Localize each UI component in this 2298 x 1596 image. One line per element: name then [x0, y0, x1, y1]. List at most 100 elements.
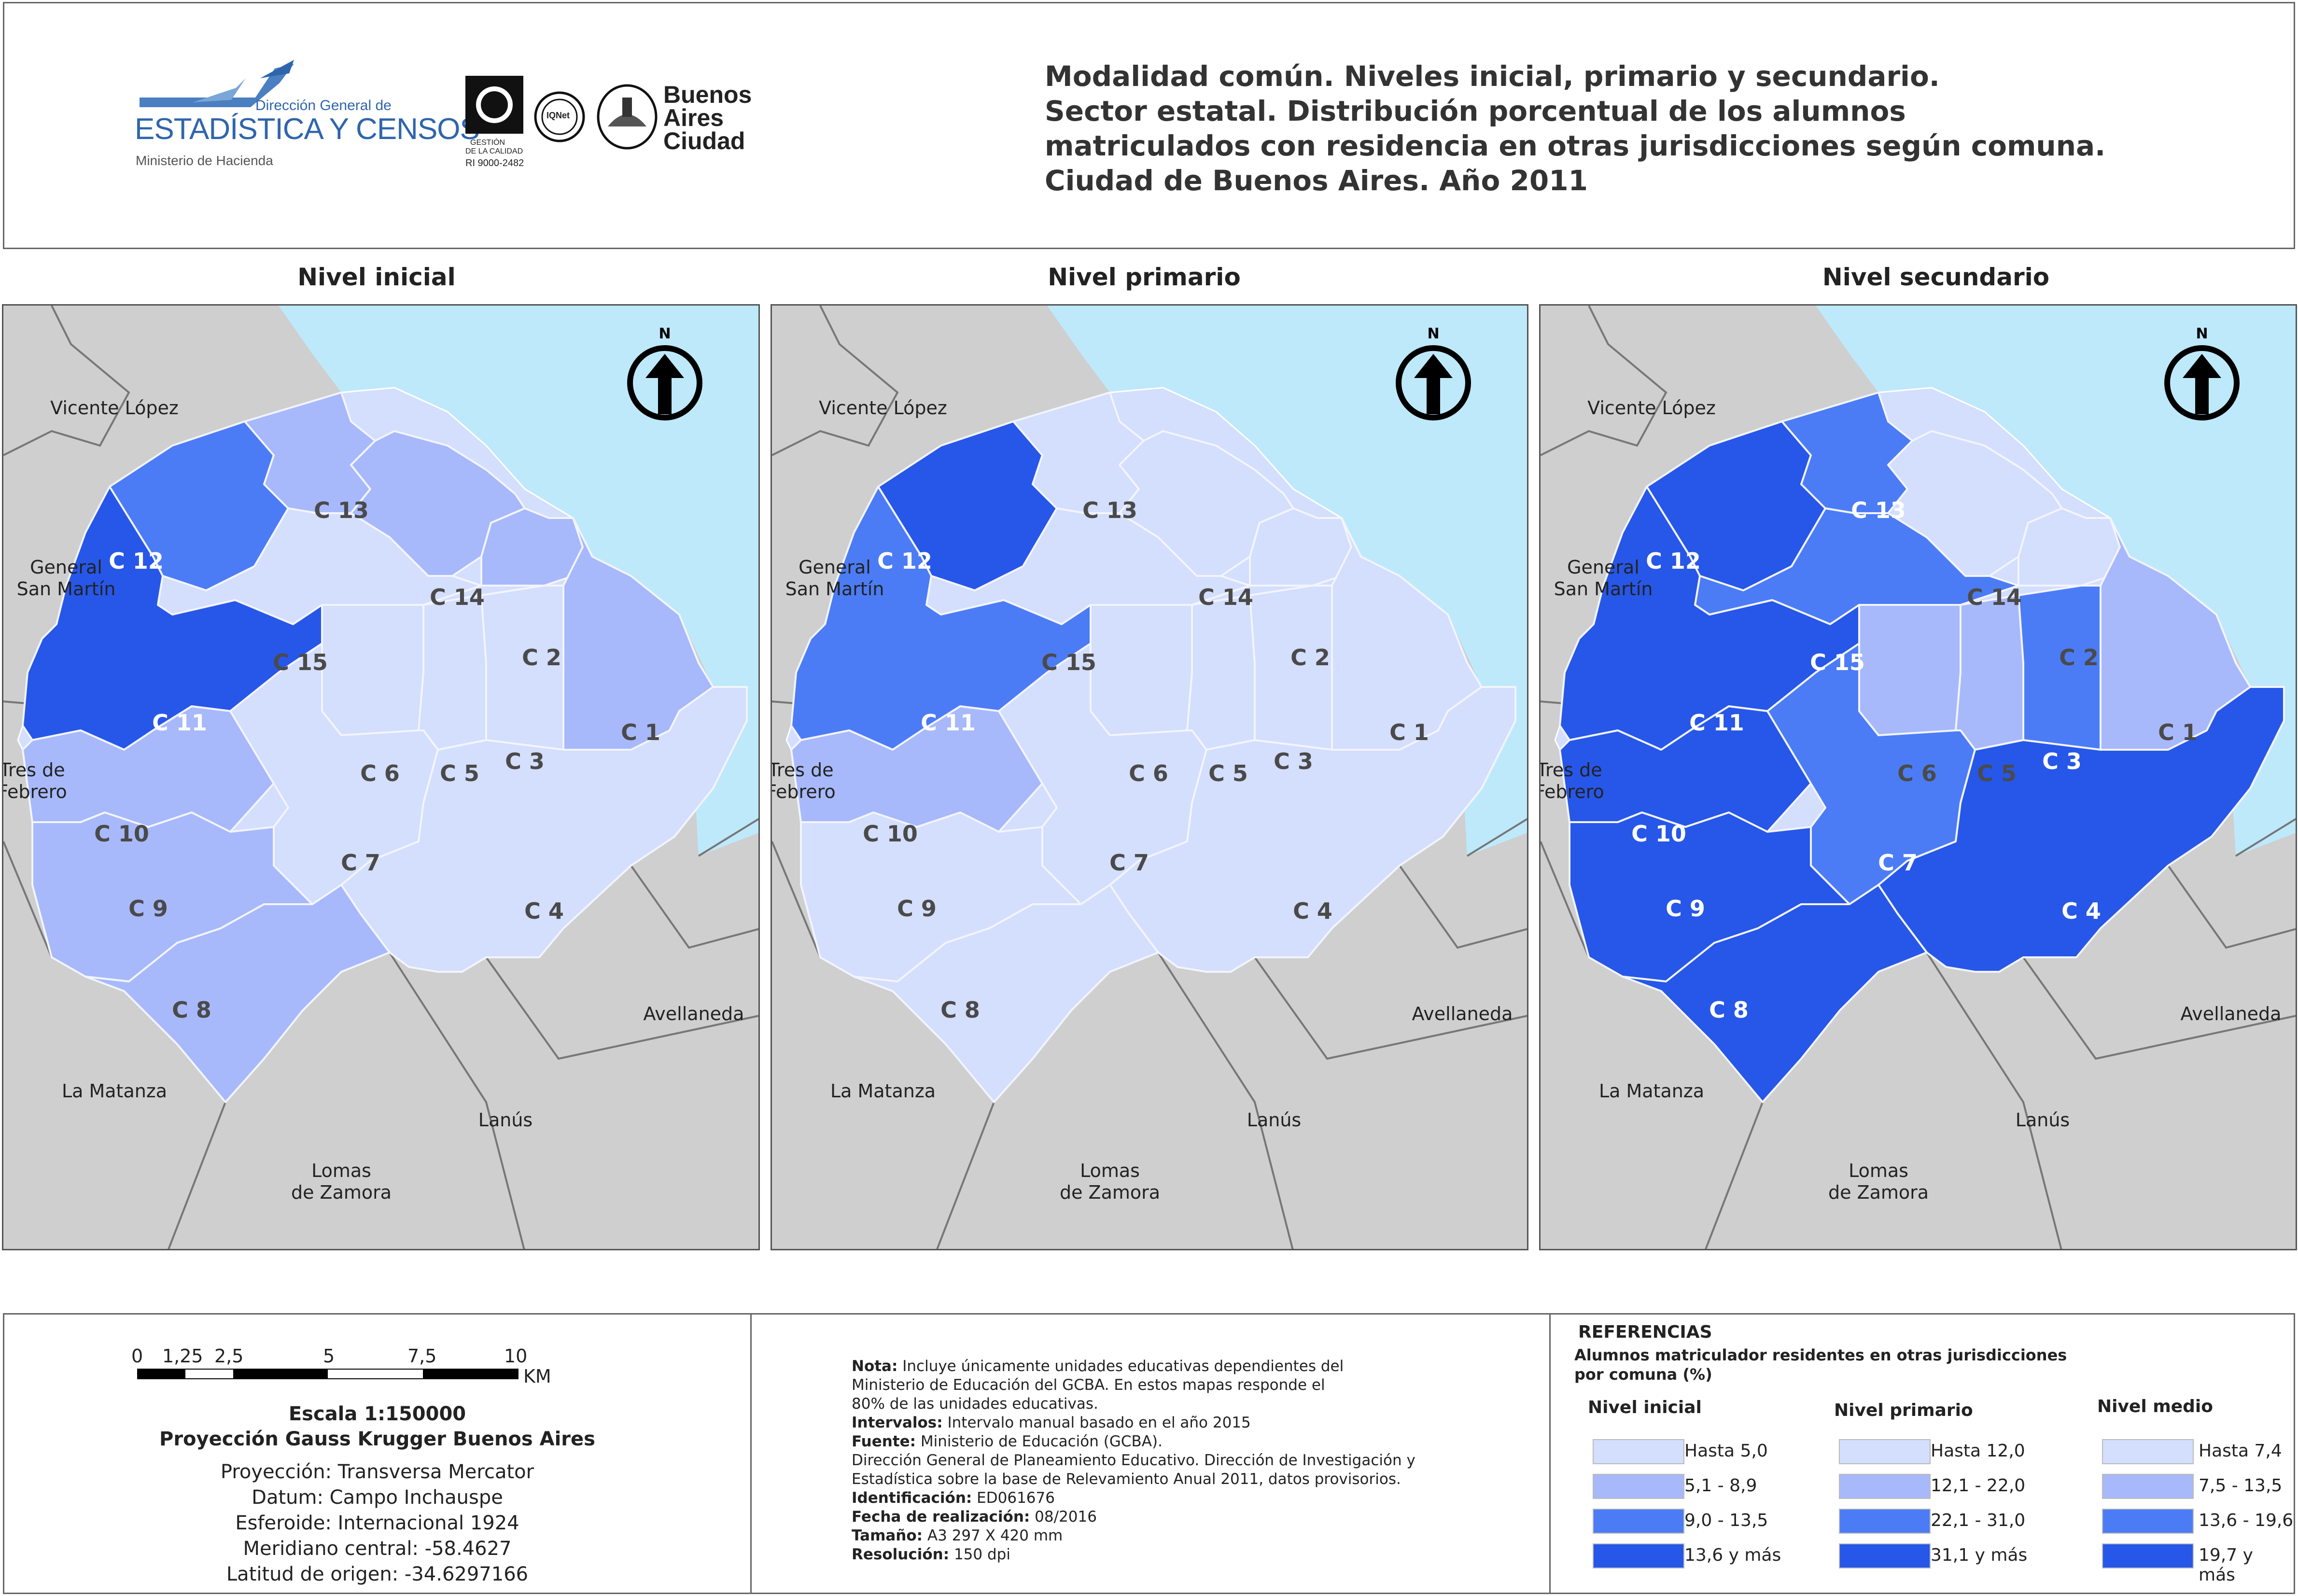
muni-boundary-b5 — [389, 952, 525, 1249]
estadistica-logo — [140, 60, 294, 107]
projection-line-1: Proyección: Transversa Mercator — [220, 1461, 534, 1483]
scale-num-4: 7,5 — [407, 1345, 437, 1367]
river-water — [1816, 306, 2296, 856]
muni-boundary-b8 — [698, 818, 758, 857]
comuna-label-c5: C 5 — [1208, 760, 1248, 786]
comuna-label-c2: C 2 — [522, 644, 561, 671]
comuna-c2[interactable] — [1249, 507, 1352, 587]
municipality-label: de Zamora — [291, 1182, 392, 1203]
municipality-label: Lanús — [2016, 1109, 2070, 1131]
legend-swatch — [1593, 1509, 1684, 1534]
iram-logo — [465, 76, 523, 134]
projection-line-3: Esferoide: Internacional 1924 — [235, 1512, 519, 1534]
municipality-label: Febrero — [1541, 781, 1604, 802]
projection-title: Proyección Gauss Krugger Buenos Aires — [159, 1428, 595, 1450]
legend-swatch — [2102, 1439, 2194, 1464]
note-line: Estadística sobre la base de Relevamient… — [852, 1470, 1415, 1489]
comuna-label-c2: C 2 — [1290, 644, 1330, 671]
comuna-label-c11: C 11 — [152, 710, 207, 736]
muni-boundary-b4 — [168, 1102, 226, 1249]
river-water — [1047, 306, 1527, 856]
municipality-label: San Martín — [1554, 578, 1653, 600]
title-line-1: Modalidad común. Niveles inicial, primar… — [1045, 60, 1940, 93]
note-text: Incluye únicamente unidades educativas d… — [897, 1358, 1344, 1375]
municipality-label: Avellaneda — [2181, 1003, 2282, 1024]
muni-boundary-b7 — [2167, 865, 2296, 949]
municipality-label: General — [1567, 557, 1639, 578]
comuna-label-c15: C 15 — [1041, 649, 1096, 675]
iram-sub2: DE LA CALIDAD — [465, 147, 523, 155]
footer-box: 0 1,25 2,5 5 7,5 10 KM Escala 1:150000 P… — [3, 1313, 2295, 1594]
comuna-label-c15: C 15 — [273, 649, 328, 675]
comuna-c8[interactable] — [84, 884, 391, 1103]
comuna-label-c13: C 13 — [1082, 497, 1137, 523]
iram-sub1: GESTIÓN — [470, 139, 505, 147]
comuna-c5[interactable] — [1186, 594, 1256, 751]
municipality-label: Avellaneda — [1412, 1003, 1513, 1024]
municipality-label: Vicente López — [1587, 397, 1716, 419]
legend-swatch — [2102, 1543, 2194, 1568]
legend-swatch — [1839, 1543, 1931, 1568]
iram-code: RI 9000-2482 — [465, 158, 524, 168]
notes-block: Nota: Incluye únicamente unidades educat… — [852, 1357, 1415, 1564]
municipality-label: Lomas — [311, 1160, 371, 1181]
logo-top: Dirección General de — [255, 98, 392, 113]
municipality-label: Vicente López — [819, 397, 947, 419]
scale-bar: 0 1,25 2,5 5 7,5 10 KM — [131, 1345, 551, 1387]
note-text: Estadística sobre la base de Relevamient… — [852, 1470, 1401, 1488]
panel-title-secundario: Nivel secundario — [1822, 263, 2050, 291]
map-inicial: C 12 C 13 C 14 C 2 C 1 C 15 C 11 C 6 C 5 C 3 C 10 C… — [2, 304, 760, 1250]
muni-boundary-b7 — [1399, 865, 1527, 949]
note-text: 08/2016 — [1030, 1508, 1097, 1526]
comuna-label-c14: C 14 — [1198, 584, 1253, 610]
comuna-label-c12: C 12 — [109, 548, 164, 574]
legend-swatch — [1839, 1474, 1931, 1499]
muni-boundary-b6 — [485, 956, 758, 1060]
muni-boundary-b8 — [2235, 818, 2296, 857]
comuna-label-c6: C 6 — [1897, 760, 1937, 786]
note-text: 150 dpi — [949, 1546, 1010, 1563]
scale-num-5: 10 — [504, 1345, 528, 1367]
comuna-label-c4: C 4 — [524, 898, 564, 924]
title-line-3: matriculados con residencia en otras jur… — [1045, 129, 2106, 162]
muni-boundary-b3 — [3, 841, 53, 958]
comuna-label-c14: C 14 — [1967, 584, 2022, 610]
comuna-label-c11: C 11 — [921, 710, 976, 736]
comuna-c6[interactable] — [1090, 604, 1193, 736]
header-box: Dirección General de ESTADÍSTICA Y CENSO… — [3, 2, 2295, 249]
comuna-label-c1: C 1 — [2158, 719, 2198, 745]
muni-boundary-b3 — [772, 841, 821, 958]
comuna-label-c7: C 7 — [1878, 850, 1918, 876]
comuna-c2[interactable] — [2018, 507, 2121, 587]
comuna-c2[interactable] — [480, 507, 584, 587]
legend-swatch — [1839, 1509, 1931, 1534]
legend-swatch — [1839, 1439, 1931, 1464]
comuna-label-c1: C 1 — [621, 719, 660, 745]
comuna-c6[interactable] — [1858, 604, 1962, 736]
legend-group-title: Nivel primario — [1834, 1400, 1973, 1420]
north-label: N — [1427, 325, 1439, 342]
municipality-label: San Martín — [785, 578, 884, 600]
note-label: Resolución: — [852, 1546, 950, 1563]
comuna-c8[interactable] — [853, 884, 1159, 1103]
comuna-label-c1: C 1 — [1389, 719, 1429, 745]
comuna-c6[interactable] — [321, 604, 424, 736]
note-line: Fecha de realización: 08/2016 — [852, 1508, 1415, 1526]
logo-main: ESTADÍSTICA Y CENSOS — [135, 112, 480, 146]
projection-line-5: Latitud de origen: -34.6297166 — [226, 1563, 529, 1585]
map-title: Modalidad común. Niveles inicial, primar… — [1045, 59, 2105, 198]
muni-boundary-b3 — [1541, 841, 1590, 958]
comuna-c5[interactable] — [1955, 594, 2024, 751]
projection-line-2: Datum: Campo Inchauspe — [252, 1486, 503, 1509]
note-line: Resolución: 150 dpi — [852, 1545, 1415, 1564]
note-line: Intervalos: Intervalo manual basado en e… — [852, 1414, 1415, 1432]
comuna-label-c5: C 5 — [440, 760, 479, 786]
municipality-label: La Matanza — [62, 1080, 167, 1102]
note-text: Ministerio de Educación del GCBA. En est… — [852, 1376, 1325, 1394]
comuna-c8[interactable] — [1622, 884, 1928, 1103]
comuna-c5[interactable] — [418, 594, 487, 751]
north-label: N — [2196, 325, 2208, 342]
scale-num-3: 5 — [323, 1345, 335, 1367]
north-arrow-icon: N — [1396, 325, 1471, 420]
north-label: N — [659, 325, 671, 342]
